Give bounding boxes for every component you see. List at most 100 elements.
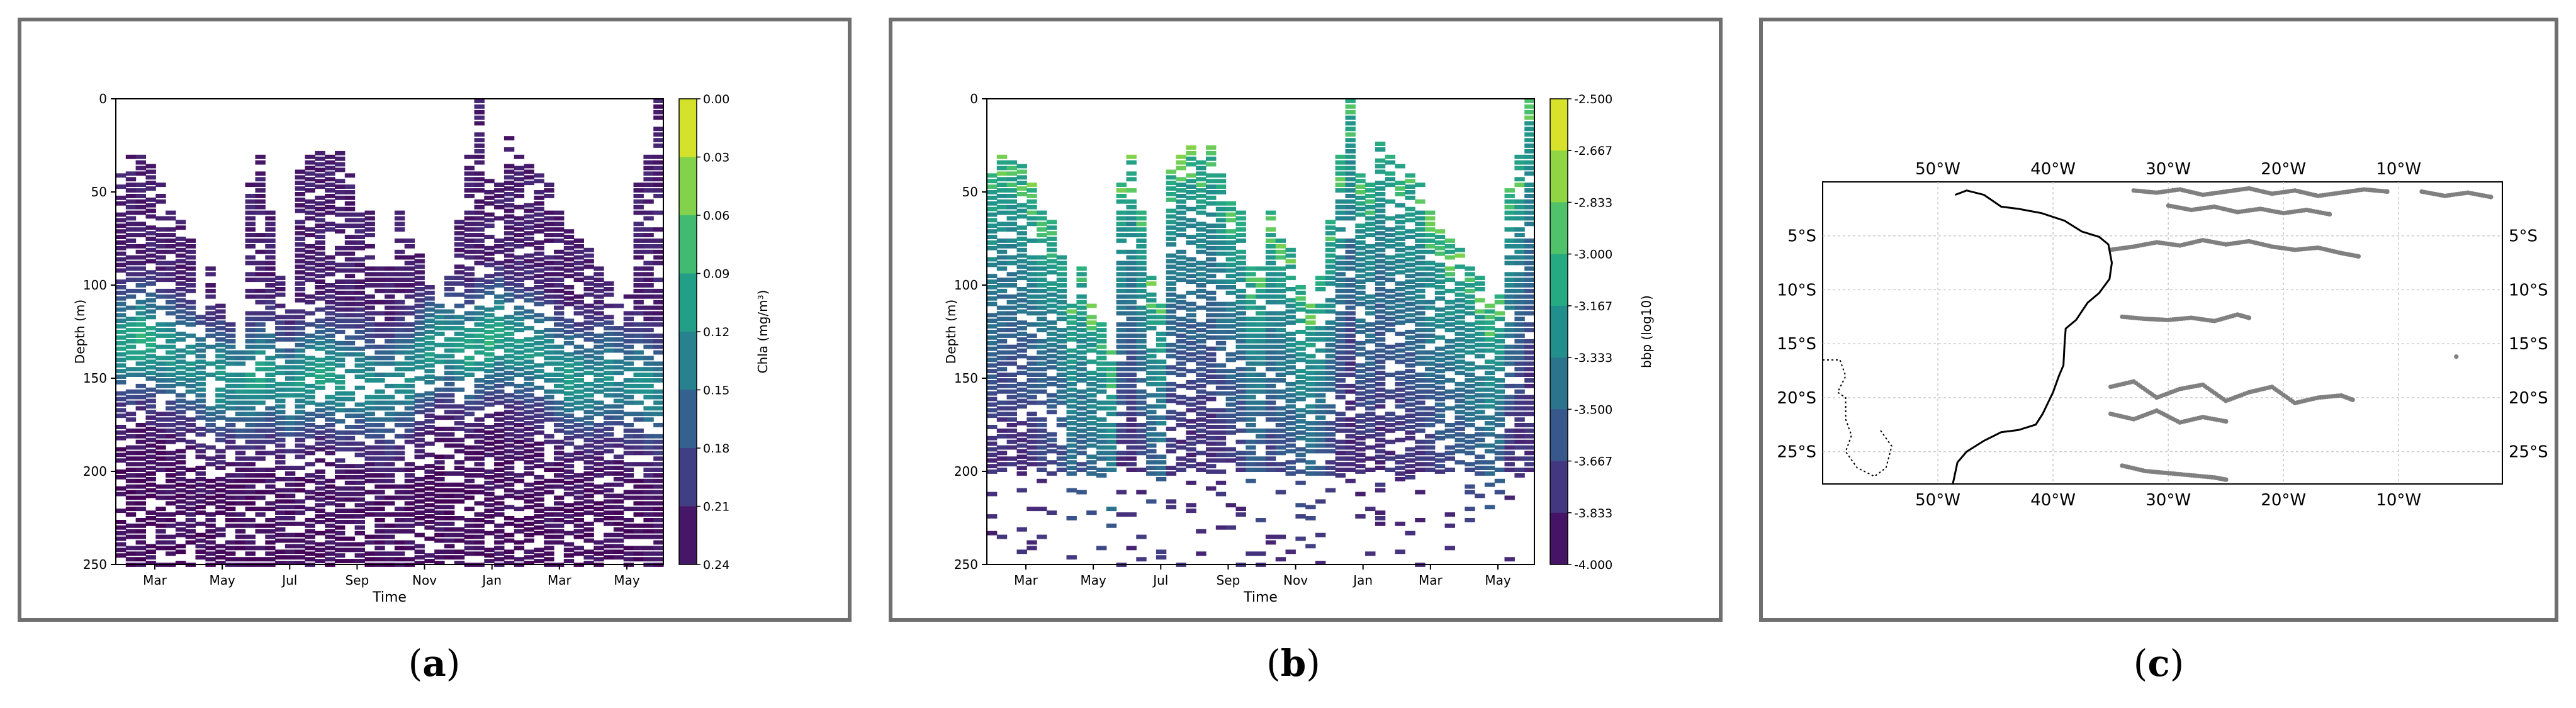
heatmap-cell <box>1355 184 1366 189</box>
heatmap-cell <box>633 194 644 198</box>
heatmap-cell <box>1375 220 1386 225</box>
heatmap-cell <box>195 510 206 515</box>
heatmap-cell <box>335 396 346 402</box>
heatmap-cell <box>344 369 356 374</box>
heatmap-cell <box>554 423 565 427</box>
heatmap-cell <box>1016 164 1027 169</box>
heatmap-cell <box>344 391 356 396</box>
heatmap-cell <box>494 546 505 551</box>
heatmap-cell <box>1335 383 1346 388</box>
heatmap-cell <box>1006 177 1017 182</box>
heatmap-cell <box>1126 350 1137 355</box>
heatmap-cell <box>996 171 1008 176</box>
heatmap-cell <box>225 523 236 528</box>
heatmap-cell <box>166 540 176 545</box>
heatmap-cell <box>1235 288 1246 293</box>
heatmap-cell <box>1146 298 1157 303</box>
heatmap-cell <box>385 317 395 322</box>
heatmap-cell <box>593 512 604 517</box>
heatmap-cell <box>573 356 584 361</box>
heatmap-cell <box>1385 233 1396 237</box>
heatmap-cell <box>1415 183 1426 188</box>
heatmap-cell <box>1206 363 1217 368</box>
heatmap-cell <box>1335 389 1346 394</box>
heatmap-cell <box>514 233 525 237</box>
heatmap-cell <box>354 307 365 312</box>
heatmap-cell <box>385 328 395 332</box>
heatmap-cell <box>604 337 614 342</box>
heatmap-cell <box>1415 278 1426 283</box>
heatmap-cell <box>474 468 485 472</box>
heatmap-cell <box>1375 432 1386 437</box>
heatmap-cell <box>996 456 1008 461</box>
heatmap-cell <box>1265 350 1276 355</box>
heatmap-cell <box>1225 301 1236 306</box>
heatmap-cell <box>255 272 266 277</box>
heatmap-cell <box>335 229 346 234</box>
heatmap-cell <box>235 389 246 394</box>
heatmap-cell <box>514 434 525 439</box>
heatmap-cell <box>1235 210 1246 215</box>
heatmap-cell <box>1206 380 1217 385</box>
heatmap-cell <box>524 555 534 560</box>
heatmap-cell <box>1315 471 1326 476</box>
heatmap-cell <box>1215 201 1227 206</box>
heatmap-cell <box>633 507 644 512</box>
heatmap-cell <box>394 288 405 293</box>
heatmap-cell <box>116 229 127 234</box>
heatmap-cell <box>1246 406 1256 411</box>
heatmap-cell <box>643 434 654 439</box>
heatmap-cell <box>1235 278 1246 283</box>
heatmap-cell <box>1136 266 1147 271</box>
heatmap-cell <box>1146 376 1157 381</box>
heatmap-cell <box>1434 380 1446 385</box>
heatmap-cell <box>1176 462 1186 467</box>
heatmap-cell <box>305 199 315 204</box>
heatmap-cell <box>364 244 375 249</box>
heatmap-cell <box>534 396 544 402</box>
heatmap-cell <box>1335 278 1346 283</box>
heatmap-cell <box>1126 344 1137 349</box>
heatmap-cell <box>1345 266 1356 271</box>
heatmap-cell <box>604 281 614 286</box>
heatmap-cell <box>1444 255 1455 260</box>
heatmap-cell <box>1196 227 1206 232</box>
heatmap-cell <box>1415 361 1426 366</box>
heatmap-cell <box>135 395 146 400</box>
heatmap-cell <box>205 534 216 539</box>
heatmap-cell <box>414 303 425 308</box>
heatmap-cell <box>604 493 614 498</box>
heatmap-cell <box>374 350 385 355</box>
heatmap-cell <box>484 318 495 323</box>
heatmap-cell <box>633 249 644 254</box>
heatmap-cell <box>305 462 315 467</box>
heatmap-cell <box>1395 521 1405 526</box>
heatmap-cell <box>1225 290 1236 295</box>
heatmap-cell <box>544 334 554 338</box>
heatmap-cell <box>1136 334 1147 338</box>
heatmap-cell <box>1395 225 1405 230</box>
heatmap-cell <box>354 492 365 497</box>
heatmap-cell <box>1196 468 1206 472</box>
heatmap-cell <box>1385 239 1396 243</box>
heatmap-cell <box>454 449 465 454</box>
heatmap-cell <box>643 484 654 489</box>
heatmap-cell <box>374 344 385 349</box>
heatmap-cell <box>534 447 544 452</box>
heatmap-cell <box>593 462 604 467</box>
heatmap-cell <box>1275 344 1286 349</box>
heatmap-cell <box>534 480 544 485</box>
heatmap-cell <box>1265 406 1276 411</box>
heatmap-cell <box>1345 400 1356 405</box>
heatmap-cell <box>1016 471 1027 476</box>
heatmap-cell <box>275 437 286 442</box>
heatmap-cell <box>544 188 554 193</box>
heatmap-cell <box>1475 376 1485 381</box>
heatmap-cell <box>1345 255 1356 260</box>
heatmap-cell <box>364 210 375 215</box>
heatmap-cell <box>1335 288 1346 293</box>
heatmap-cell <box>484 313 495 318</box>
heatmap-cell <box>1305 460 1316 465</box>
heatmap-cell <box>544 523 554 528</box>
heatmap-cell <box>1176 412 1186 417</box>
